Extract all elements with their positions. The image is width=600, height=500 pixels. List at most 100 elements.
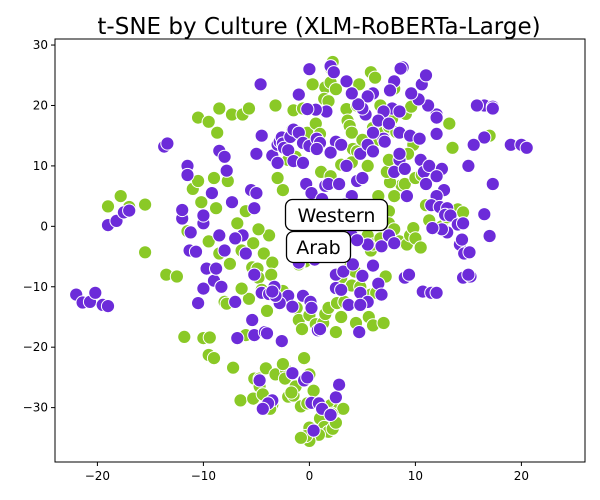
- data-point-arab: [217, 243, 232, 258]
- data-point-arab: [332, 377, 347, 392]
- data-point-arab: [209, 261, 224, 276]
- data-point-arab: [429, 110, 444, 125]
- data-point-western: [241, 291, 257, 306]
- data-point-arab: [270, 155, 285, 170]
- data-point-western: [294, 322, 310, 337]
- data-point-arab: [418, 176, 434, 192]
- data-point-arab: [217, 149, 232, 164]
- data-point-western: [413, 240, 428, 255]
- data-point-arab: [412, 131, 427, 146]
- data-point-arab: [175, 202, 190, 218]
- data-point-arab: [374, 287, 389, 302]
- y-tick-label: −20: [23, 340, 48, 354]
- data-point-western: [445, 140, 460, 155]
- data-point-arab: [399, 189, 414, 204]
- data-point-arab: [339, 158, 354, 173]
- data-point-western: [275, 183, 290, 198]
- y-axis: −30 −20 −10 0 10 20 30: [23, 38, 55, 415]
- data-point-arab: [355, 170, 370, 186]
- data-point-western: [226, 360, 241, 375]
- x-tick-label: 0: [306, 469, 314, 483]
- data-point-arab: [323, 407, 338, 422]
- data-point-western: [306, 383, 321, 398]
- data-point-arab: [253, 77, 268, 92]
- data-point-western: [376, 315, 391, 331]
- data-point-arab: [328, 390, 343, 405]
- data-point-arab: [462, 245, 477, 260]
- data-point-arab: [309, 141, 324, 157]
- data-point-western: [251, 222, 266, 237]
- data-point-western: [305, 77, 320, 92]
- data-point-arab: [392, 146, 407, 161]
- data-point-arab: [401, 267, 417, 282]
- y-tick-label: 30: [33, 38, 48, 52]
- data-point-arab: [353, 297, 368, 312]
- data-point-arab: [429, 169, 444, 184]
- legend-box-western: [284, 198, 389, 232]
- data-point-western: [169, 269, 184, 284]
- data-point-arab: [247, 267, 262, 282]
- data-point-western: [256, 246, 271, 261]
- data-point-western: [230, 216, 245, 231]
- data-point-arab: [429, 126, 444, 141]
- legend-arab: Arab: [285, 230, 352, 264]
- data-point-arab: [180, 167, 195, 183]
- data-point-arab: [122, 203, 137, 218]
- data-point-arab: [351, 97, 366, 112]
- data-point-arab: [285, 299, 300, 314]
- data-point-arab: [355, 268, 370, 283]
- data-point-arab: [365, 125, 381, 140]
- data-point-arab: [312, 322, 328, 337]
- data-point-arab: [191, 296, 206, 311]
- y-tick-label: −30: [23, 401, 48, 415]
- data-point-arab: [247, 201, 262, 216]
- data-point-western: [387, 189, 402, 204]
- y-tick-label: −10: [23, 280, 48, 294]
- data-point-arab: [345, 257, 360, 272]
- data-point-western: [222, 256, 237, 271]
- data-point-western: [210, 125, 225, 140]
- data-point-western: [293, 430, 308, 445]
- data-point-arab: [183, 225, 198, 240]
- data-point-arab: [336, 264, 351, 279]
- plot-frame: [54, 38, 586, 463]
- data-point-arab: [519, 140, 534, 155]
- data-point-arab: [323, 145, 338, 160]
- data-point-arab: [304, 300, 319, 315]
- data-point-western: [201, 114, 216, 129]
- y-tick-label: 10: [33, 159, 48, 173]
- data-point-arab: [397, 161, 412, 176]
- data-point-arab: [224, 195, 240, 210]
- data-point-arab: [88, 285, 103, 300]
- data-point-arab: [404, 86, 419, 101]
- data-point-arab: [228, 294, 243, 309]
- data-point-arab: [382, 83, 398, 98]
- x-tick-label: −20: [85, 469, 110, 483]
- data-point-arab: [300, 102, 315, 117]
- data-point-arab: [454, 232, 470, 247]
- x-tick-label: 20: [514, 469, 529, 483]
- data-point-western: [246, 236, 261, 251]
- data-point-arab: [259, 326, 275, 341]
- data-point-arab: [212, 228, 227, 243]
- data-point-arab: [265, 284, 280, 299]
- data-point-western: [234, 281, 249, 296]
- data-point-western: [194, 195, 209, 210]
- data-point-arab: [228, 231, 243, 246]
- data-point-arab: [381, 116, 396, 131]
- data-point-western: [206, 170, 222, 186]
- data-point-arab: [249, 186, 264, 201]
- data-point-arab: [360, 89, 375, 104]
- legend-label-western: Western: [298, 205, 376, 227]
- data-point-western: [206, 351, 222, 366]
- data-point-arab: [477, 207, 492, 222]
- data-point-arab: [295, 155, 311, 170]
- data-point-western: [138, 197, 153, 212]
- data-point-arab: [249, 146, 264, 161]
- y-tick-label: 0: [40, 219, 48, 233]
- data-point-arab: [332, 176, 347, 192]
- data-point-arab: [204, 186, 219, 201]
- data-point-arab: [214, 279, 229, 294]
- data-point-arab: [466, 137, 481, 152]
